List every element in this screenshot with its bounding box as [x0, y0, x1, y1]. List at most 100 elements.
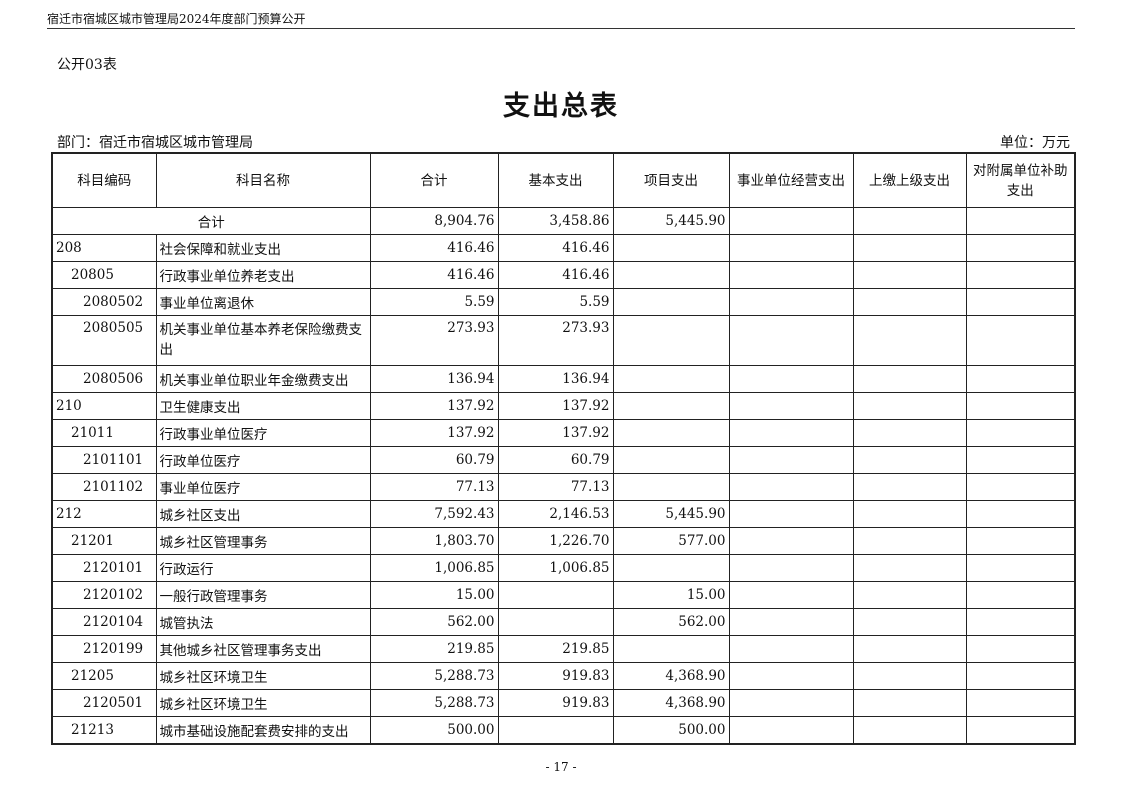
row-code: 21205 — [51, 662, 157, 690]
row-project: 500.00 — [612, 716, 730, 745]
row-basic: 1,226.70 — [497, 527, 614, 555]
empty-cell — [728, 635, 854, 663]
unit-label: 单位：万元 — [1000, 135, 1070, 151]
row-name: 机关事业单位职业年金缴费支出 — [155, 365, 371, 393]
empty-cell — [965, 419, 1076, 447]
empty-cell — [728, 500, 854, 528]
empty-cell — [852, 635, 967, 663]
table-row: 210 卫生健康支出 137.92 137.92 — [51, 392, 1076, 420]
row-basic: 273.93 — [497, 315, 614, 366]
col-subsidy-header: 对附属单位补助支出 — [965, 152, 1076, 208]
row-project: 562.00 — [612, 608, 730, 636]
row-code: 2080505 — [51, 315, 157, 366]
table-row: 2120102 一般行政管理事务 15.00 15.00 — [51, 581, 1076, 609]
row-total: 5,288.73 — [369, 689, 499, 717]
row-name: 卫生健康支出 — [155, 392, 371, 420]
empty-cell — [852, 554, 967, 582]
col-project-header: 项目支出 — [612, 152, 730, 208]
department-label: 部门：宿迁市宿城区城市管理局 — [57, 135, 253, 151]
row-total: 5,288.73 — [369, 662, 499, 690]
row-project — [612, 419, 730, 447]
row-total: 7,592.43 — [369, 500, 499, 528]
row-name: 行政事业单位医疗 — [155, 419, 371, 447]
col-name-header: 科目名称 — [155, 152, 371, 208]
row-total: 77.13 — [369, 473, 499, 501]
empty-cell — [728, 527, 854, 555]
row-project — [612, 315, 730, 366]
row-name: 行政单位医疗 — [155, 446, 371, 474]
empty-cell — [965, 500, 1076, 528]
empty-cell — [728, 392, 854, 420]
table-row: 2120501 城乡社区环境卫生 5,288.73 919.83 4,368.90 — [51, 689, 1076, 717]
col-business-header: 事业单位经营支出 — [728, 152, 854, 208]
row-code: 20805 — [51, 261, 157, 289]
empty-cell — [728, 662, 854, 690]
total-label: 合计 — [51, 207, 371, 235]
table-row: 2101102 事业单位医疗 77.13 77.13 — [51, 473, 1076, 501]
table-row: 21011 行政事业单位医疗 137.92 137.92 — [51, 419, 1076, 447]
empty-cell — [728, 261, 854, 289]
row-total: 416.46 — [369, 234, 499, 262]
col-basic-header: 基本支出 — [497, 152, 614, 208]
table-row: 2080505 机关事业单位基本养老保险缴费支出 273.93 273.93 — [51, 315, 1076, 366]
empty-cell — [728, 315, 854, 366]
row-name: 城乡社区环境卫生 — [155, 662, 371, 690]
table-header-row: 科目编码 科目名称 合计 基本支出 项目支出 事业单位经营支出 上缴上级支出 对附属单位补助支… — [51, 152, 1076, 208]
empty-cell — [852, 662, 967, 690]
expenditure-table: 科目编码 科目名称 合计 基本支出 项目支出 事业单位经营支出 上缴上级支出 对附属单位补助支… — [51, 152, 1076, 745]
empty-cell — [965, 392, 1076, 420]
row-code: 2120101 — [51, 554, 157, 582]
page-number: - 17 - — [545, 760, 577, 774]
empty-cell — [728, 581, 854, 609]
table-row: 2080502 事业单位离退休 5.59 5.59 — [51, 288, 1076, 316]
empty-cell — [852, 288, 967, 316]
empty-cell — [852, 315, 967, 366]
row-project: 4,368.90 — [612, 689, 730, 717]
row-name: 城乡社区环境卫生 — [155, 689, 371, 717]
row-code: 21213 — [51, 716, 157, 745]
row-code: 2120199 — [51, 635, 157, 663]
row-project — [612, 392, 730, 420]
empty-cell — [728, 689, 854, 717]
row-total: 273.93 — [369, 315, 499, 366]
row-name: 城乡社区支出 — [155, 500, 371, 528]
row-name: 社会保障和就业支出 — [155, 234, 371, 262]
row-project: 5,445.90 — [612, 500, 730, 528]
row-project — [612, 554, 730, 582]
row-project: 4,368.90 — [612, 662, 730, 690]
row-basic: 137.92 — [497, 419, 614, 447]
row-name: 行政事业单位养老支出 — [155, 261, 371, 289]
table-row: 2120101 行政运行 1,006.85 1,006.85 — [51, 554, 1076, 582]
page-title: 支出总表 — [503, 91, 619, 122]
row-project — [612, 365, 730, 393]
empty-cell — [852, 446, 967, 474]
row-total: 137.92 — [369, 419, 499, 447]
row-project — [612, 635, 730, 663]
row-code: 208 — [51, 234, 157, 262]
row-code: 212 — [51, 500, 157, 528]
running-header: 宿迁市宿城区城市管理局2024年度部门预算公开 — [47, 12, 306, 26]
empty-cell — [965, 608, 1076, 636]
table-code: 公开03表 — [57, 57, 117, 73]
row-basic: 60.79 — [497, 446, 614, 474]
total-project: 5,445.90 — [612, 207, 730, 235]
row-total: 15.00 — [369, 581, 499, 609]
empty-cell — [965, 554, 1076, 582]
empty-cell — [965, 446, 1076, 474]
empty-cell — [965, 234, 1076, 262]
table-row: 2080506 机关事业单位职业年金缴费支出 136.94 136.94 — [51, 365, 1076, 393]
row-project — [612, 261, 730, 289]
row-basic: 137.92 — [497, 392, 614, 420]
row-basic: 77.13 — [497, 473, 614, 501]
row-project — [612, 473, 730, 501]
empty-cell — [728, 234, 854, 262]
row-total: 136.94 — [369, 365, 499, 393]
row-code: 21201 — [51, 527, 157, 555]
row-basic: 219.85 — [497, 635, 614, 663]
row-project — [612, 288, 730, 316]
table-row: 212 城乡社区支出 7,592.43 2,146.53 5,445.90 — [51, 500, 1076, 528]
row-project — [612, 446, 730, 474]
empty-cell — [965, 635, 1076, 663]
empty-cell — [852, 365, 967, 393]
